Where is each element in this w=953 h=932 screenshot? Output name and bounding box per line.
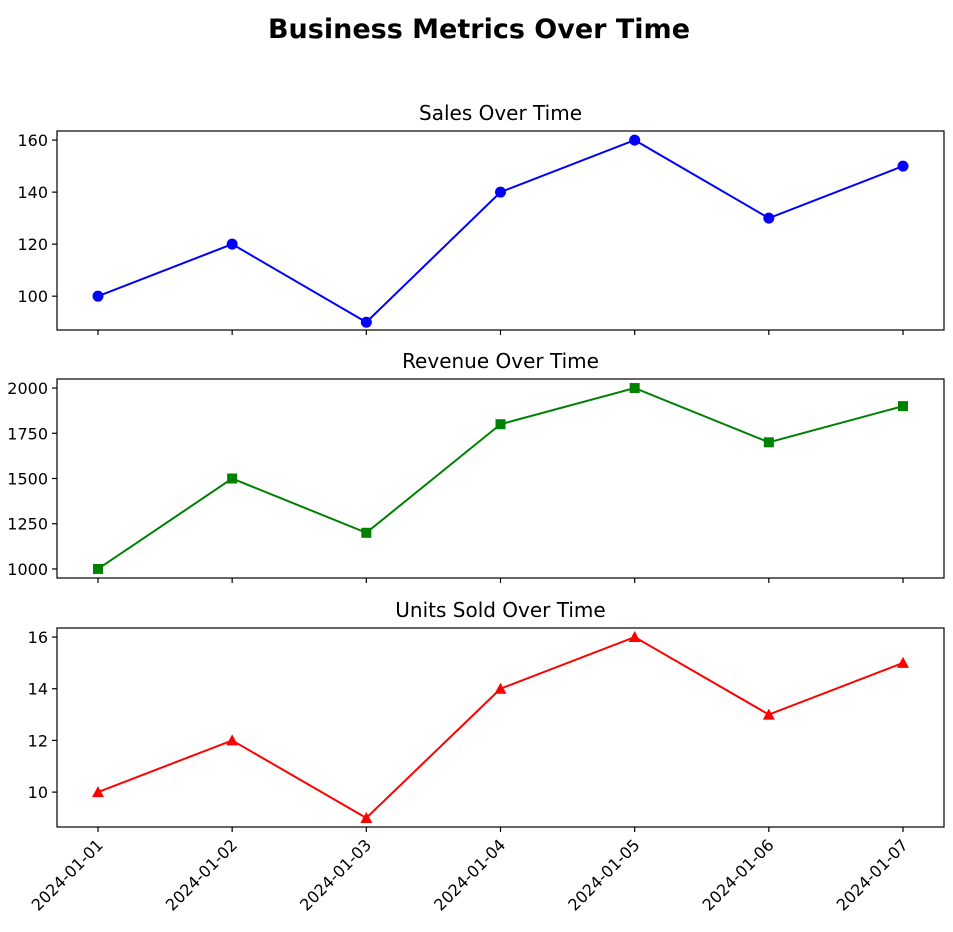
y-tick-label: 12	[28, 731, 48, 750]
data-point	[763, 212, 775, 224]
y-tick-label: 10	[28, 783, 48, 802]
data-point	[629, 383, 640, 394]
data-point	[628, 631, 641, 643]
y-tick-label: 100	[17, 287, 48, 306]
x-tick-label: 2024-01-05	[564, 835, 643, 914]
data-point	[226, 238, 238, 250]
x-tick-label: 2024-01-02	[162, 835, 241, 914]
y-tick-label: 1250	[7, 515, 48, 534]
series-line	[97, 635, 904, 820]
data-point	[763, 437, 774, 448]
data-point	[92, 786, 104, 798]
data-point	[495, 419, 506, 430]
data-point	[226, 734, 239, 746]
axes-frame	[56, 627, 945, 828]
y-tick-label: 2000	[7, 379, 48, 398]
y-tick-label: 140	[17, 183, 48, 202]
series-line	[97, 386, 904, 570]
data-point	[494, 682, 507, 694]
x-tick-label: 2024-01-03	[296, 835, 375, 914]
data-point	[629, 134, 641, 146]
subplot-title: Revenue Over Time	[402, 349, 599, 373]
y-tick-label: 16	[28, 628, 48, 647]
data-point	[360, 811, 373, 823]
data-point	[361, 527, 372, 538]
data-point	[495, 186, 506, 198]
data-point	[92, 290, 104, 302]
figure-title: Business Metrics Over Time	[267, 14, 691, 45]
x-tick-label: 2024-01-04	[430, 835, 509, 914]
y-tick-label: 1000	[7, 560, 48, 579]
y-tick-label: 160	[17, 131, 48, 150]
axes-frame	[56, 378, 945, 579]
data-point	[897, 160, 909, 172]
axes-frame	[56, 130, 945, 331]
y-tick-label: 1750	[7, 424, 48, 443]
data-point	[897, 656, 909, 668]
data-point	[360, 316, 372, 328]
y-tick-label: 14	[28, 680, 48, 699]
data-point	[227, 473, 238, 484]
x-tick-label: 2024-01-06	[698, 835, 777, 914]
y-tick-label: 120	[17, 235, 48, 254]
y-tick-label: 1500	[7, 470, 48, 489]
series-line	[97, 138, 904, 324]
subplot-title: Sales Over Time	[419, 101, 582, 125]
data-point	[762, 708, 775, 720]
data-point	[898, 401, 908, 412]
data-point	[93, 563, 103, 574]
subplot-title: Units Sold Over Time	[395, 598, 605, 622]
x-tick-label: 2024-01-07	[833, 835, 912, 914]
x-tick-label: 2024-01-01	[28, 835, 107, 914]
